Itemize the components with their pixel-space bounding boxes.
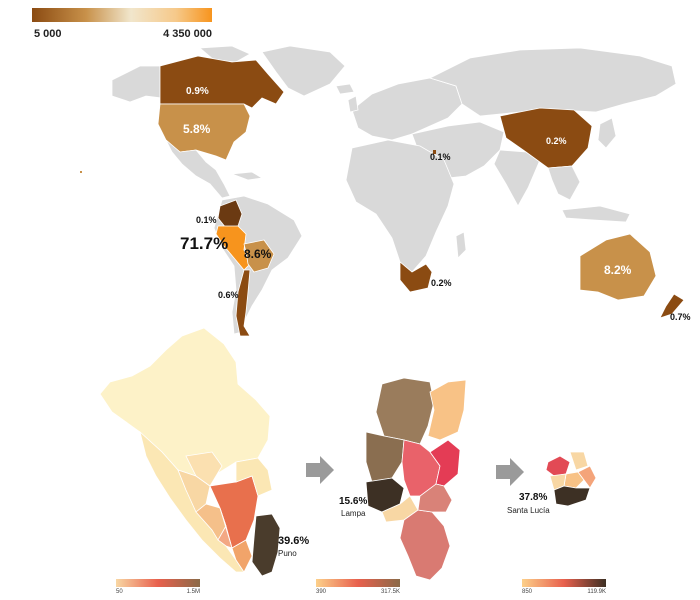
label-peru: 71.7% (180, 234, 228, 253)
label-colombia: 0.1% (196, 215, 217, 225)
region-legend-1-min: 50 (116, 589, 123, 595)
peru-region-junin (185, 451, 223, 487)
lampa-district-north (375, 377, 435, 445)
region-legend-1-bar (116, 579, 200, 587)
caribbean-shape (231, 171, 264, 181)
lampa-district-east (429, 439, 461, 487)
south-africa-shape (399, 261, 433, 293)
hawaii-shape (80, 171, 82, 173)
santa-lucia-callout-value: 37.8% (519, 492, 547, 503)
world-legend-gradient-bar (32, 8, 212, 22)
australia-shape (579, 233, 657, 301)
chile-shape (235, 269, 251, 337)
lampa-callout-name: Lampa (341, 509, 366, 518)
indonesia-shape (561, 205, 631, 223)
new-zealand-shape (659, 293, 685, 319)
world-legend-max-label: 4 350 000 (163, 28, 212, 40)
southeast-asia-shape (547, 165, 581, 201)
arrow-lampa-to-santa-lucia (496, 458, 524, 486)
lampa-callout-value: 15.6% (339, 496, 367, 507)
japan-shape (597, 117, 617, 149)
puno-callout-name: Puno (278, 549, 297, 558)
santa-lucia-district-1 (569, 451, 589, 471)
label-usa: 5.8% (183, 122, 211, 136)
santa-lucia-district-2 (545, 455, 571, 477)
uk-shape (347, 95, 359, 113)
greenland-shape (261, 45, 346, 97)
region-legend-3-bar (522, 579, 606, 587)
santa-lucia-callout-name: Santa Lucía (507, 506, 550, 515)
lampa-district-south-3 (417, 483, 453, 513)
peru-regions-map: 39.6% Puno 50 1.5M (99, 327, 309, 595)
region-legend-3-min: 850 (522, 589, 533, 595)
peru-region-apurimac (217, 507, 233, 549)
label-south-africa: 0.2% (431, 278, 452, 288)
santa-lucia-district-6 (553, 485, 591, 507)
label-new-zealand: 0.7% (670, 312, 691, 322)
mexico-shape (165, 139, 231, 199)
label-australia: 8.2% (604, 263, 632, 277)
europe-shape (351, 77, 463, 141)
label-bolivia: 8.6% (244, 247, 272, 261)
region-legend-2-bar (316, 579, 400, 587)
arctic-islands-shape (198, 45, 251, 63)
peru-shape (215, 225, 251, 271)
region-legend-3-max: 119.9K (587, 589, 606, 595)
alaska-shape (111, 65, 163, 103)
africa-shape (345, 139, 455, 273)
madagascar-shape (455, 231, 467, 259)
world-legend-min-label: 5 000 (34, 28, 62, 40)
lampa-district-west (365, 431, 405, 483)
lampa-district-south-2 (399, 509, 451, 581)
world-legend: 5 000 4 350 000 (32, 8, 212, 40)
china-shape (499, 107, 593, 169)
puno-province-map: 15.6% Lampa 390 317.5K (316, 377, 467, 595)
puno-callout-value: 39.6% (278, 535, 309, 547)
region-legend-2-max: 317.5K (381, 589, 400, 595)
bolivia-shape (243, 239, 275, 273)
label-canada: 0.9% (186, 86, 209, 97)
label-china: 0.2% (546, 136, 567, 146)
peru-region-puno (251, 513, 281, 577)
canada-shape (159, 55, 285, 109)
peru-region-madre-de-dios (235, 457, 273, 497)
peru-region-north (99, 327, 271, 477)
world-map: 0.9% 5.8% 0.2% 0.1% 0.1% 71.7% 8.6% 0.6%… (80, 45, 691, 337)
region-legend-1-max: 1.5M (187, 589, 200, 595)
india-shape (493, 149, 541, 207)
label-israel: 0.1% (430, 152, 451, 162)
santa-lucia-district-4 (577, 465, 597, 489)
label-chile: 0.6% (218, 290, 239, 300)
peru-region-arequipa (231, 539, 253, 573)
lampa-district-northeast (427, 379, 467, 441)
region-legend-2-min: 390 (316, 589, 327, 595)
israel-shape (433, 150, 436, 154)
russia-shape (428, 47, 677, 117)
arrow-peru-to-lampa (306, 456, 334, 484)
lampa-province-map: 37.8% Santa Lucía 850 119.9K (507, 451, 606, 595)
iceland-shape (335, 83, 355, 95)
